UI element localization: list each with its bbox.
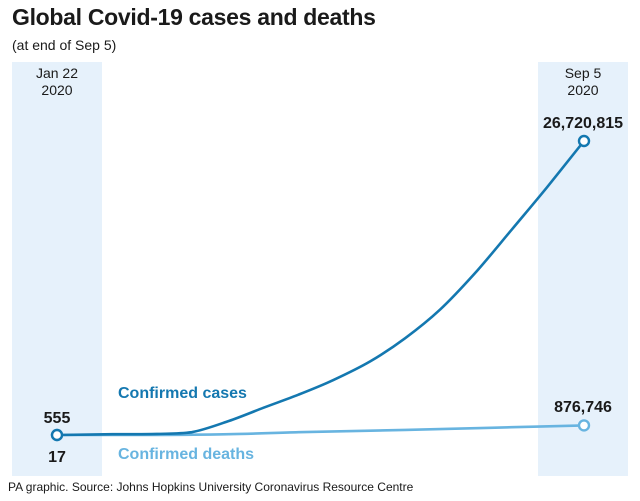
start-year-label: 2020 <box>41 82 72 98</box>
chart-subtitle: (at end of Sep 5) <box>12 37 117 53</box>
start-date-label: Jan 22 <box>36 65 78 81</box>
deaths-end-marker <box>577 419 591 432</box>
end-date-band <box>538 62 628 476</box>
series-layer <box>50 134 591 442</box>
deaths-end-value-label: 876,746 <box>554 399 612 416</box>
cases-start-value-label: 555 <box>44 410 71 427</box>
cases-end-marker <box>577 134 591 148</box>
cases-start-marker <box>50 428 64 442</box>
end-date-label: Sep 5 <box>565 65 602 81</box>
source-note: PA graphic. Source: Johns Hopkins Univer… <box>8 480 414 494</box>
end-year-label: 2020 <box>567 82 598 98</box>
cases-end-value-label: 26,720,815 <box>543 115 623 132</box>
chart-title: Global Covid-19 cases and deaths <box>12 4 376 30</box>
cases-series-label: Confirmed cases <box>118 385 247 402</box>
deaths-start-value-label: 17 <box>48 449 66 466</box>
start-date-band <box>12 62 102 476</box>
deaths-series-label: Confirmed deaths <box>118 446 254 463</box>
cases-line <box>55 139 586 437</box>
